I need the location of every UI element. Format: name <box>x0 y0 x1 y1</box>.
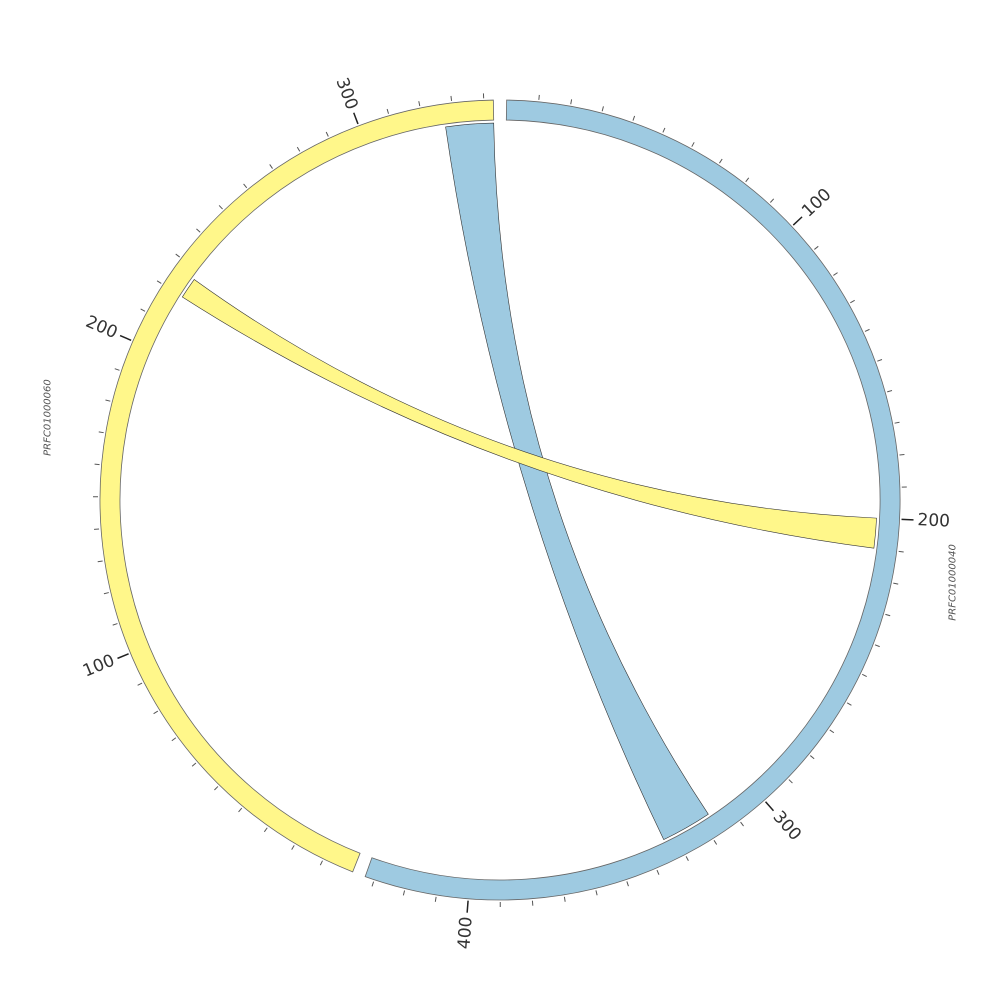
tick-label: 200 <box>83 312 121 343</box>
minor-tick <box>833 272 838 276</box>
minor-tick <box>153 710 159 715</box>
tick-label: 100 <box>80 651 118 682</box>
segment-label: PRFC01000060 <box>42 379 53 456</box>
minor-tick <box>450 95 453 101</box>
minor-tick <box>862 673 867 677</box>
tick-label: 100 <box>798 185 835 222</box>
major-tick <box>792 216 803 226</box>
minor-tick <box>864 328 870 332</box>
minor-tick <box>114 368 120 371</box>
minor-tick <box>656 869 660 875</box>
segment-label: PRFC01000040 <box>948 544 959 621</box>
minor-tick <box>371 881 375 887</box>
minor-tick <box>563 896 566 902</box>
minor-tick <box>691 142 695 147</box>
minor-tick <box>769 198 775 203</box>
minor-tick <box>601 106 604 112</box>
segment-band <box>99 99 495 873</box>
minor-tick <box>319 860 323 866</box>
minor-tick <box>887 390 893 393</box>
minor-tick <box>263 827 268 833</box>
minor-tick <box>325 131 329 137</box>
minor-tick <box>850 299 855 304</box>
minor-tick <box>434 896 437 902</box>
minor-tick <box>218 205 223 210</box>
minor-tick <box>874 644 880 648</box>
major-tick <box>353 112 359 125</box>
minor-tick <box>269 164 273 169</box>
major-tick <box>117 653 129 660</box>
minor-tick <box>898 550 904 553</box>
tick-label: 200 <box>917 510 950 532</box>
minor-tick <box>214 786 219 791</box>
minor-tick <box>788 779 793 784</box>
minor-tick <box>894 421 900 424</box>
minor-tick <box>662 127 666 133</box>
major-tick <box>466 900 469 913</box>
minor-tick <box>137 682 143 686</box>
minor-tick <box>846 702 852 706</box>
minor-tick <box>112 623 118 626</box>
minor-tick <box>570 99 573 105</box>
minor-tick <box>829 729 835 734</box>
minor-tick <box>140 308 146 312</box>
major-tick <box>119 334 132 341</box>
minor-tick <box>719 158 723 164</box>
minor-tick <box>877 359 883 362</box>
minor-tick <box>740 821 744 827</box>
minor-tick <box>814 245 819 250</box>
minor-tick <box>196 228 201 233</box>
minor-tick <box>171 737 177 742</box>
link <box>445 122 709 840</box>
minor-tick <box>685 856 689 861</box>
minor-tick <box>745 177 750 183</box>
minor-tick <box>191 762 197 767</box>
segment-band <box>364 99 901 901</box>
minor-tick <box>899 453 905 456</box>
tick-label: 400 <box>454 916 477 950</box>
tick-label: 300 <box>769 807 805 845</box>
minor-tick <box>418 101 421 107</box>
minor-tick <box>885 613 891 617</box>
tick-label: 300 <box>331 75 361 112</box>
minor-tick <box>595 890 598 896</box>
minor-tick <box>243 183 248 189</box>
minor-tick <box>103 592 109 595</box>
minor-tick <box>809 755 815 760</box>
minor-tick <box>632 115 636 121</box>
minor-tick <box>175 253 181 258</box>
minor-tick <box>238 807 243 813</box>
minor-tick <box>713 840 718 845</box>
minor-tick <box>626 881 629 887</box>
minor-tick <box>156 280 162 284</box>
minor-tick <box>97 560 103 563</box>
major-tick <box>764 801 775 812</box>
minor-tick <box>402 890 406 896</box>
link <box>181 279 877 549</box>
minor-tick <box>893 582 899 585</box>
minor-tick <box>98 431 104 434</box>
major-tick <box>901 518 914 521</box>
minor-tick <box>386 108 389 114</box>
minor-tick <box>291 845 295 850</box>
minor-tick <box>105 399 111 402</box>
minor-tick <box>296 146 301 152</box>
